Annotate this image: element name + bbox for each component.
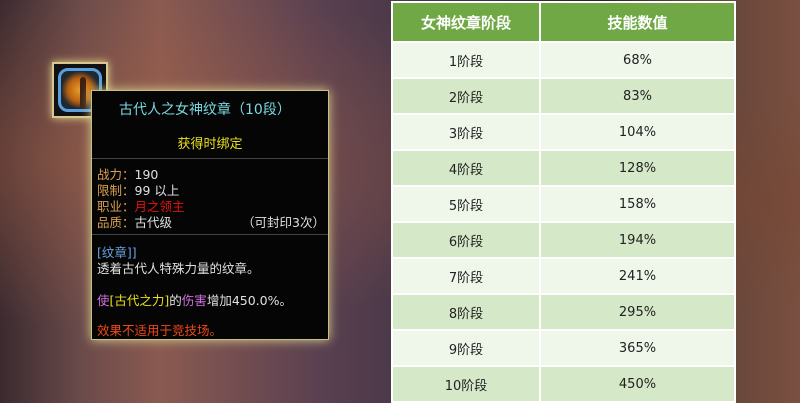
skill-value-cell: 104% [541, 115, 734, 149]
skill-value-cell: 158% [541, 187, 734, 221]
stage-cell: 7阶段 [393, 259, 539, 293]
table-row: 4阶段 128% [393, 151, 734, 185]
item-description: 透着古代人特殊力量的纹章。 [97, 261, 260, 276]
stage-value-table: 女神纹章阶段 技能数值 1阶段 68% 2阶段 83% 3阶段 104% 4阶段 128% 5阶… [391, 1, 736, 403]
table-row: 2阶段 83% [393, 79, 734, 113]
skill-value-cell: 365% [541, 331, 734, 365]
skill-value-cell: 68% [541, 43, 734, 77]
stage-cell: 5阶段 [393, 187, 539, 221]
power-row: 战力：190 [97, 167, 159, 182]
stage-cell: 1阶段 [393, 43, 539, 77]
stage-cell: 2阶段 [393, 79, 539, 113]
table-row: 8阶段 295% [393, 295, 734, 329]
item-restriction: 效果不适用于竞技场。 [97, 323, 223, 338]
item-name: 古代人之女神纹章（10段） [119, 102, 291, 118]
skill-value-cell: 128% [541, 151, 734, 185]
table-row: 10阶段 450% [393, 367, 734, 401]
header-stage: 女神纹章阶段 [393, 3, 539, 41]
stage-cell: 3阶段 [393, 115, 539, 149]
table-row: 6阶段 194% [393, 223, 734, 257]
skill-value-cell: 194% [541, 223, 734, 257]
skill-value-cell: 295% [541, 295, 734, 329]
skill-value-cell: 83% [541, 79, 734, 113]
table-row: 5阶段 158% [393, 187, 734, 221]
seal-count: （可封印3次） [242, 215, 325, 230]
divider [92, 234, 328, 235]
stage-cell: 9阶段 [393, 331, 539, 365]
table-row: 9阶段 365% [393, 331, 734, 365]
stage-cell: 8阶段 [393, 295, 539, 329]
table-row: 3阶段 104% [393, 115, 734, 149]
item-tooltip: 古代人之女神纹章（10段） 获得时绑定 战力：190 限制：99 以上 职业：月… [91, 90, 329, 340]
quality-row: 品质：古代级 （可封印3次） [97, 212, 325, 231]
skill-value-cell: 241% [541, 259, 734, 293]
stage-cell: 4阶段 [393, 151, 539, 185]
stage-cell: 6阶段 [393, 223, 539, 257]
item-category: [纹章]] [97, 245, 137, 260]
divider [92, 158, 328, 159]
item-effect: 使[古代之力]的伤害增加450.0%。 [97, 293, 292, 308]
class-row: 职业：月之领主 [97, 199, 185, 214]
stage-cell: 10阶段 [393, 367, 539, 401]
table-row: 7阶段 241% [393, 259, 734, 293]
table-row: 1阶段 68% [393, 43, 734, 77]
skill-value-cell: 450% [541, 367, 734, 401]
header-value: 技能数值 [541, 3, 734, 41]
bind-status: 获得时绑定 [177, 137, 243, 152]
limit-row: 限制：99 以上 [97, 183, 180, 198]
